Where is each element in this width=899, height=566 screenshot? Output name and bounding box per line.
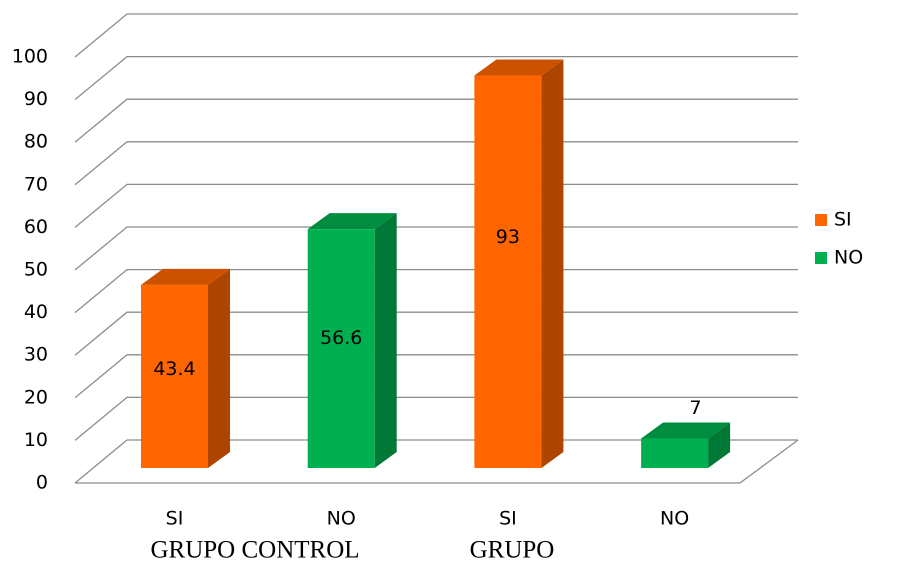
- y-tick-label: 60: [24, 216, 48, 238]
- grid-line: [74, 439, 798, 484]
- grid-line: [74, 141, 798, 186]
- data-label: 93: [496, 226, 520, 248]
- y-tick-label: 100: [12, 46, 48, 68]
- floor: [75, 439, 799, 484]
- grid-line: [74, 98, 798, 143]
- y-tick-label: 10: [24, 429, 48, 451]
- grid-line: [74, 311, 798, 356]
- grid-line: [74, 396, 798, 441]
- y-tick-label: 80: [24, 131, 48, 153]
- y-tick-label: 70: [24, 173, 48, 195]
- x-tick-label: NO: [660, 508, 689, 530]
- grid-line: [74, 55, 798, 101]
- y-tick-label: 40: [24, 301, 48, 323]
- grid-line: [74, 268, 798, 314]
- bar-side: [208, 268, 230, 468]
- bar: [474, 75, 542, 468]
- bar-side: [541, 59, 564, 468]
- data-label: 7: [690, 397, 702, 419]
- grid-line: [74, 354, 798, 399]
- legend-swatch: [815, 252, 827, 264]
- grid-line: [74, 183, 798, 228]
- legend-label: SI: [834, 209, 852, 231]
- data-label: 56.6: [320, 327, 362, 349]
- y-tick-label: 90: [24, 88, 48, 110]
- bar-top: [307, 213, 397, 230]
- bar: [307, 229, 375, 468]
- group-label: GRUPO: [470, 537, 555, 564]
- bar-top: [641, 422, 731, 439]
- bar: [141, 284, 208, 468]
- bar-side: [374, 213, 397, 468]
- y-tick-label: 30: [24, 344, 48, 366]
- x-tick-label: SI: [166, 508, 184, 530]
- y-tick-label: 50: [24, 259, 48, 281]
- y-tick-label: 20: [24, 386, 48, 408]
- data-label: 43.4: [153, 358, 195, 380]
- bar: [641, 438, 709, 468]
- x-tick-label: NO: [327, 508, 356, 530]
- x-tick-label: SI: [499, 508, 517, 530]
- grid-line: [74, 226, 798, 271]
- bar-top: [474, 59, 564, 76]
- legend-label: NO: [834, 247, 863, 269]
- bar-side: [708, 422, 731, 468]
- bar-top: [141, 268, 230, 285]
- y-tick-label: 0: [36, 472, 48, 494]
- legend-swatch: [815, 214, 827, 226]
- grid-line: [74, 13, 798, 58]
- group-label: GRUPO CONTROL: [150, 537, 359, 564]
